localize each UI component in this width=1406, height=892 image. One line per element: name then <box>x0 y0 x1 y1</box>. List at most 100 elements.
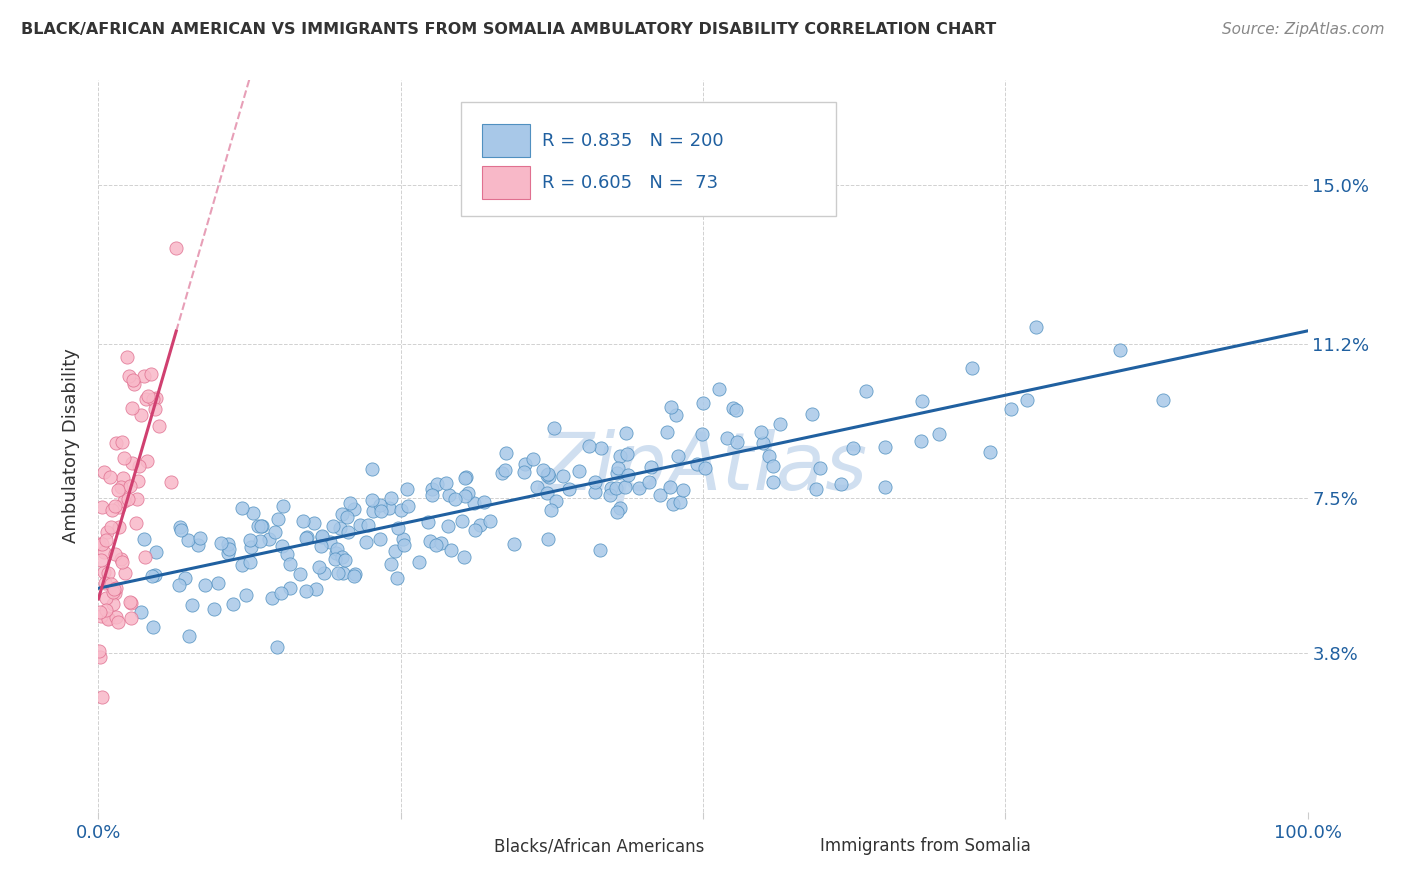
Point <box>440 543 463 558</box>
Point <box>543 421 565 435</box>
Point <box>242 506 264 520</box>
Point <box>266 640 288 654</box>
Point <box>115 350 138 364</box>
Point <box>93 465 115 479</box>
Point <box>769 417 792 432</box>
Point <box>536 532 558 546</box>
Point <box>257 533 280 547</box>
Text: ZipAtlas: ZipAtlas <box>538 429 868 507</box>
Point <box>278 557 301 571</box>
Text: Immigrants from Somalia: Immigrants from Somalia <box>820 837 1031 855</box>
Point <box>420 488 443 502</box>
Point <box>336 509 359 524</box>
Point <box>107 615 129 629</box>
Point <box>94 603 117 617</box>
Point <box>97 611 120 625</box>
Point <box>270 585 292 599</box>
Point <box>177 533 200 548</box>
Point <box>278 581 301 595</box>
Point <box>533 462 555 476</box>
Point <box>103 585 125 599</box>
Point <box>100 520 122 534</box>
Point <box>609 501 631 516</box>
Point <box>600 481 623 495</box>
Point <box>145 391 167 405</box>
Point <box>89 650 111 665</box>
Point <box>361 504 384 518</box>
Point <box>578 439 600 453</box>
Point <box>141 569 163 583</box>
Point <box>142 620 165 634</box>
Point <box>134 550 156 565</box>
Point <box>457 486 479 500</box>
Point <box>89 537 111 551</box>
Point <box>855 384 877 398</box>
Point <box>311 528 333 542</box>
Point <box>217 546 239 560</box>
Point <box>304 582 326 596</box>
Point <box>725 434 748 449</box>
Point <box>842 441 865 455</box>
Point <box>454 489 477 503</box>
Point <box>454 470 477 484</box>
Point <box>589 542 612 557</box>
Point <box>658 480 681 494</box>
Point <box>288 567 311 582</box>
Point <box>380 557 402 571</box>
Point <box>536 468 558 483</box>
Point <box>472 495 495 509</box>
FancyBboxPatch shape <box>482 166 530 199</box>
Point <box>271 499 294 513</box>
Point <box>246 519 269 533</box>
Point <box>118 594 141 608</box>
Point <box>165 241 187 255</box>
Point <box>609 450 631 464</box>
Point <box>120 611 142 625</box>
Point <box>616 447 638 461</box>
Point <box>536 486 558 500</box>
Point <box>495 446 517 460</box>
Point <box>295 530 318 544</box>
Point <box>125 516 148 530</box>
Point <box>104 581 127 595</box>
Point <box>202 602 225 616</box>
Point <box>392 532 415 546</box>
Point <box>583 475 606 489</box>
Point <box>659 400 682 414</box>
Point <box>544 494 567 508</box>
Point <box>614 425 637 440</box>
Point <box>801 407 824 421</box>
Point <box>117 491 139 506</box>
Point <box>911 394 934 409</box>
Point <box>222 597 245 611</box>
Point <box>96 591 118 605</box>
Point <box>124 376 146 391</box>
Point <box>104 436 127 450</box>
Point <box>389 503 412 517</box>
Point <box>454 470 477 484</box>
FancyBboxPatch shape <box>461 103 837 216</box>
Point <box>111 471 134 485</box>
Point <box>260 591 283 605</box>
Point <box>135 454 157 468</box>
Text: Blacks/African Americans: Blacks/African Americans <box>494 837 704 855</box>
Point <box>177 629 200 643</box>
Point <box>332 566 354 581</box>
Point <box>357 517 380 532</box>
Point <box>129 605 152 619</box>
Point <box>693 460 716 475</box>
Point <box>354 534 377 549</box>
Point <box>167 578 190 592</box>
Point <box>129 409 152 423</box>
Point <box>830 477 852 491</box>
Point <box>478 515 501 529</box>
Point <box>107 500 129 514</box>
Point <box>90 608 112 623</box>
Point <box>979 444 1001 458</box>
Point <box>392 538 415 552</box>
Point <box>170 524 193 538</box>
Point <box>436 519 458 533</box>
Point <box>589 441 612 455</box>
Point <box>416 515 439 529</box>
Point <box>128 458 150 473</box>
